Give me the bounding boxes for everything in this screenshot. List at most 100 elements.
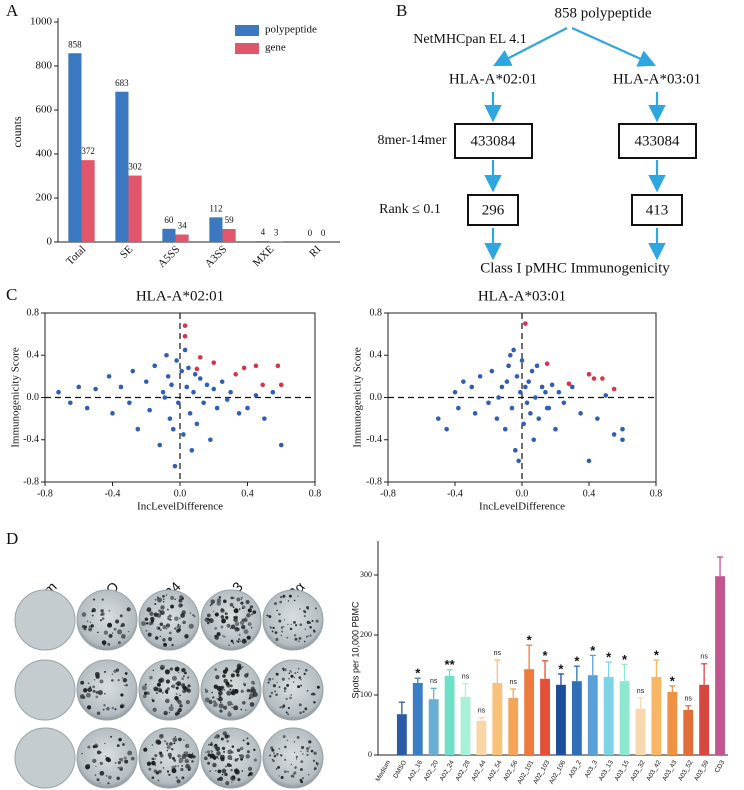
spot (141, 685, 147, 691)
spot (178, 671, 180, 674)
spot (204, 756, 208, 761)
spot (82, 695, 86, 699)
y-axis-label: counts (10, 116, 24, 148)
spot (239, 746, 244, 751)
x-tick-label: 0.0 (516, 488, 529, 499)
spot (297, 667, 300, 670)
spot (241, 666, 244, 668)
y-tick-label: 0.0 (27, 392, 40, 403)
point (184, 384, 190, 390)
spot (106, 707, 110, 711)
spot (282, 735, 286, 738)
significance-label: * (415, 666, 421, 681)
spot (281, 677, 285, 681)
x-tick-label: 0.0 (174, 488, 187, 499)
spot (88, 625, 91, 628)
spot (191, 760, 194, 763)
spot (242, 739, 245, 742)
y-tick-label: 100 (360, 690, 372, 699)
spot (307, 635, 309, 637)
spot (92, 685, 95, 689)
spot (280, 634, 282, 637)
spot (146, 691, 150, 695)
spot (296, 735, 300, 739)
spot (221, 768, 227, 774)
spot (220, 701, 222, 704)
spot (231, 781, 233, 783)
spot (278, 775, 280, 777)
y-tick-label: -0.8 (366, 476, 382, 487)
spot (165, 689, 168, 692)
spot (279, 600, 282, 604)
spot (85, 765, 90, 770)
spot (250, 686, 255, 691)
spot (306, 690, 309, 692)
spot (294, 751, 296, 754)
spot (253, 748, 256, 752)
flow-step-label: Rank ≤ 0.1 (379, 202, 441, 217)
point (444, 426, 449, 432)
spot (209, 757, 211, 759)
flow-source: 858 polypeptide (554, 5, 651, 21)
spot (283, 687, 287, 690)
spot (226, 690, 232, 696)
x-tick-label: MXE (251, 243, 277, 269)
spot (108, 609, 111, 612)
point (93, 386, 98, 392)
spot (154, 636, 159, 640)
spot (272, 684, 277, 688)
spot (169, 667, 173, 671)
point (586, 458, 592, 464)
spot (117, 761, 121, 765)
point (544, 405, 550, 411)
spot (226, 683, 231, 688)
y-axis-label: Spots per 10,000 PBMC (350, 601, 360, 699)
spot (253, 758, 257, 762)
point (165, 374, 171, 379)
flow-box (631, 194, 683, 226)
legend-swatch (235, 25, 259, 36)
spot (300, 678, 302, 681)
significance-label: ns (494, 650, 502, 657)
spot (161, 612, 163, 614)
spot (162, 767, 165, 769)
spot (174, 695, 179, 701)
spot (295, 624, 298, 627)
spot (97, 690, 103, 696)
spot (283, 619, 286, 621)
spot (164, 643, 167, 647)
spot (274, 631, 278, 634)
bar (492, 683, 503, 755)
spot (244, 673, 249, 678)
spot (314, 693, 316, 696)
spot (316, 765, 319, 767)
data-label: 858 (68, 39, 82, 49)
spot (252, 692, 258, 698)
spot (108, 633, 113, 638)
spot (293, 599, 296, 602)
spot (290, 674, 294, 678)
spot (286, 636, 289, 639)
spot (166, 770, 170, 773)
spot (225, 765, 227, 768)
spot (176, 681, 182, 687)
spot (181, 667, 186, 673)
spot (142, 694, 147, 699)
point (201, 400, 206, 406)
spot (299, 623, 303, 627)
spot (302, 753, 304, 755)
spot (149, 675, 153, 680)
spot (146, 761, 152, 766)
spot (226, 763, 231, 767)
spot (170, 618, 172, 621)
spot (113, 627, 117, 631)
spot (172, 756, 175, 760)
spot (114, 708, 117, 711)
spot (310, 749, 314, 753)
point (228, 389, 233, 395)
spot (293, 676, 296, 679)
spot (180, 767, 184, 772)
arrow (571, 26, 657, 67)
spot (278, 619, 282, 623)
spot (216, 601, 222, 606)
